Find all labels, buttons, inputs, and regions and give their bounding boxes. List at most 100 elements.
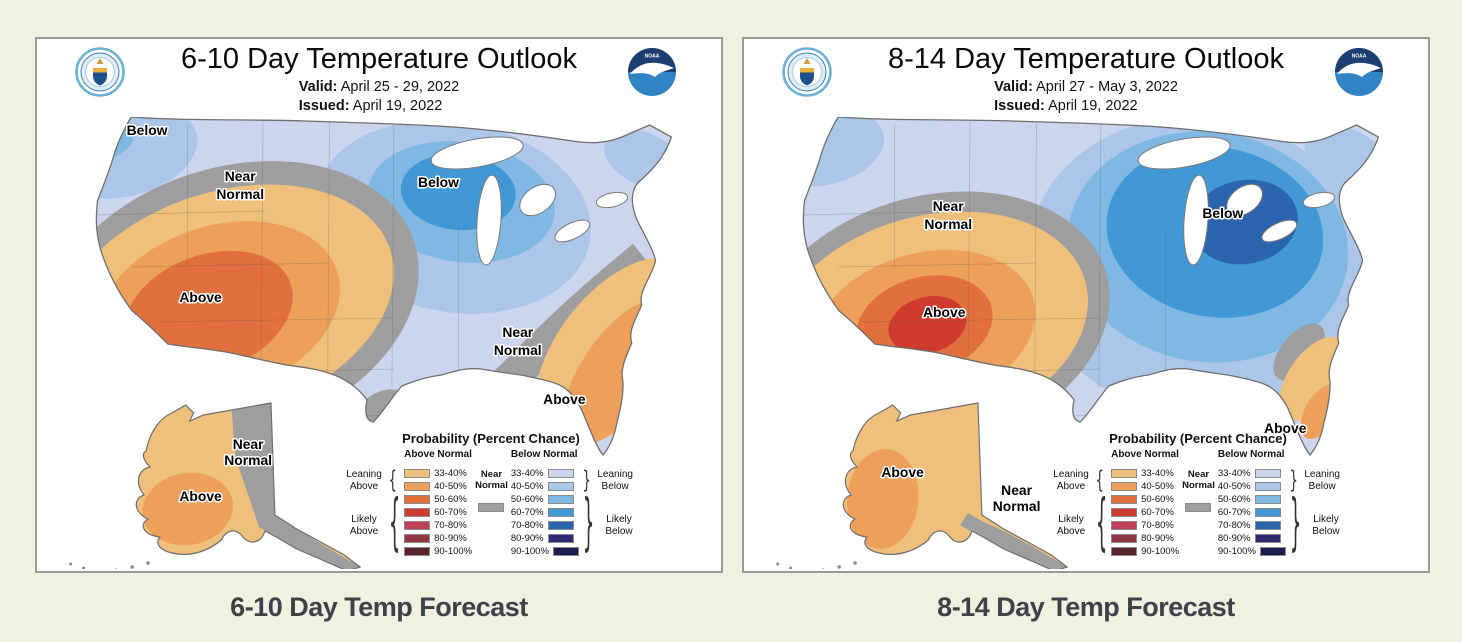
label-alaska-above: Above — [179, 488, 222, 504]
below-normal-header: Below Normal — [1217, 449, 1285, 460]
conus-outline — [95, 117, 673, 457]
alaska-near-normal-east — [231, 403, 361, 569]
label-southwest-above: Above — [923, 304, 966, 320]
legend-row: 60-70% — [1218, 506, 1286, 519]
region-florida-above-33-40 — [1279, 336, 1349, 422]
outlook-panel-8-14: 8-14 Day Temperature Outlook Valid: Apri… — [742, 37, 1430, 573]
label-michigan-below: Below — [1202, 205, 1243, 221]
map-region-labels: Below Near Normal Below Above Near Norma… — [125, 120, 587, 505]
map-region-labels: Near Normal Above Below Above Above Near… — [880, 196, 1308, 515]
range-label: 80-90% — [510, 533, 544, 544]
outlook-map-6-10[interactable]: Below Near Normal Below Above Near Norma… — [37, 117, 721, 569]
range-label: 90-100% — [1141, 546, 1180, 557]
likely-above-label: Likely Above — [349, 514, 379, 537]
legend-row: 60-70% — [1111, 506, 1179, 519]
above-swatch-70-80 — [404, 521, 431, 530]
below-swatch-50-60 — [547, 495, 574, 504]
below-normal-header: Below Normal — [510, 449, 578, 460]
legend-row: 60-70% — [511, 506, 579, 519]
valid-issued-block: Valid: April 27 - May 3, 2022 Issued: Ap… — [994, 78, 1178, 116]
range-label: 33-40% — [1141, 468, 1174, 479]
issued-label: Issued: — [298, 97, 350, 114]
legend-row: 90-100% — [1111, 545, 1179, 558]
map-title: 6-10 Day Temperature Outlook — [180, 43, 577, 75]
region-florida-near-normal — [1273, 323, 1325, 381]
issued-value: April 19, 2022 — [352, 97, 443, 114]
brace-likely-below: } — [582, 488, 595, 560]
range-label: 80-90% — [1217, 533, 1251, 544]
outlook-map-8-14[interactable]: Near Normal Above Below Above Above Near… — [744, 117, 1428, 569]
above-swatch-80-90 — [404, 534, 431, 543]
noaa-logo-icon: NOAA — [1335, 48, 1383, 96]
legend-below-column: Below Normal 33-40% 40-50% 50-60% 60-70%… — [1218, 449, 1286, 558]
legend-row: 90-100% — [511, 545, 579, 558]
legend-above-side-labels: Leaning Above { Likely Above { — [343, 449, 404, 559]
alaska-outline — [842, 402, 1069, 569]
range-label: 50-60% — [510, 494, 544, 505]
below-swatch-80-90 — [547, 534, 574, 543]
legend-title: Probability (Percent Chance) — [402, 431, 580, 446]
alaska-above-40-50 — [846, 449, 919, 549]
legend-above-side-labels: Leaning Above { Likely Above { — [1050, 449, 1111, 559]
above-swatch-33-40 — [1111, 469, 1138, 478]
great-lakes — [430, 136, 629, 266]
dept-of-commerce-seal-icon — [75, 47, 125, 97]
noaa-logo-text: NOAA — [645, 54, 660, 60]
alaska-above-33-40-base — [843, 403, 1068, 569]
legend-row: 50-60% — [511, 493, 579, 506]
near-normal-swatch — [478, 502, 505, 512]
range-label: 40-50% — [510, 481, 544, 492]
legend-row: 40-50% — [404, 480, 472, 493]
below-swatch-80-90 — [1254, 534, 1281, 543]
noaa-logo-icon: NOAA — [628, 48, 676, 96]
legend-row: 50-60% — [1111, 493, 1179, 506]
lake-erie — [1261, 219, 1298, 243]
range-label: 33-40% — [434, 468, 467, 479]
legend-row: 50-60% — [404, 493, 472, 506]
near-normal-label: Near Normal — [1182, 469, 1215, 491]
valid-value: April 27 - May 3, 2022 — [1036, 79, 1178, 95]
legend-row: 33-40% — [511, 467, 579, 480]
label-plains-near: Near — [225, 168, 256, 184]
label-southwest-above: Above — [179, 289, 222, 305]
range-label: 70-80% — [510, 520, 544, 531]
lake-huron — [519, 183, 556, 217]
likely-below-label: Likely Below — [1312, 514, 1340, 537]
great-lakes — [1137, 136, 1336, 266]
label-florida-above: Above — [1264, 420, 1307, 436]
probability-legend: Probability (Percent Chance) Leaning Abo… — [1050, 431, 1347, 559]
region-west-above-60-70 — [888, 296, 967, 354]
above-swatch-50-60 — [1111, 495, 1138, 504]
legend-row: 33-40% — [404, 467, 472, 480]
aleutian-islands — [776, 561, 857, 569]
range-label: 40-50% — [1141, 481, 1174, 492]
legend-row: 70-80% — [1111, 519, 1179, 532]
label-plains-normal: Normal — [216, 186, 264, 202]
valid-line: Valid: April 25 - 29, 2022 — [299, 78, 459, 97]
valid-issued-block: Valid: April 25 - 29, 2022 Issued: April… — [299, 78, 459, 116]
above-swatch-50-60 — [404, 495, 431, 504]
lake-huron — [1226, 183, 1263, 217]
label-plains-normal: Normal — [924, 216, 972, 232]
brace-leaning-below: } — [1289, 465, 1298, 494]
legend-row: 80-90% — [1218, 532, 1286, 545]
noaa-logo-text: NOAA — [1352, 54, 1367, 60]
legend-grid: Leaning Above { Likely Above { Above Norma… — [1050, 449, 1347, 559]
label-alaska-normal: Normal — [993, 498, 1041, 514]
lake-ontario — [595, 191, 629, 209]
below-swatch-50-60 — [1254, 495, 1281, 504]
state-borders — [96, 121, 459, 418]
legend-below-side-labels: } Leaning Below } Likely Below — [1286, 449, 1347, 559]
legend-row: 60-70% — [404, 506, 472, 519]
likely-below-label: Likely Below — [605, 514, 633, 537]
valid-line: Valid: April 27 - May 3, 2022 — [994, 78, 1178, 97]
label-alaska-near: Near — [233, 436, 264, 452]
label-florida-above: Above — [543, 391, 586, 407]
brace-leaning-above: { — [388, 465, 397, 494]
range-label: 90-100% — [510, 546, 549, 557]
dept-of-commerce-seal-icon — [782, 47, 832, 97]
legend-row: 90-100% — [404, 545, 472, 558]
lake-superior — [430, 136, 524, 170]
range-label: 40-50% — [1217, 481, 1251, 492]
legend-above-column: Above Normal 33-40% 40-50% 50-60% 60-70%… — [404, 449, 472, 558]
